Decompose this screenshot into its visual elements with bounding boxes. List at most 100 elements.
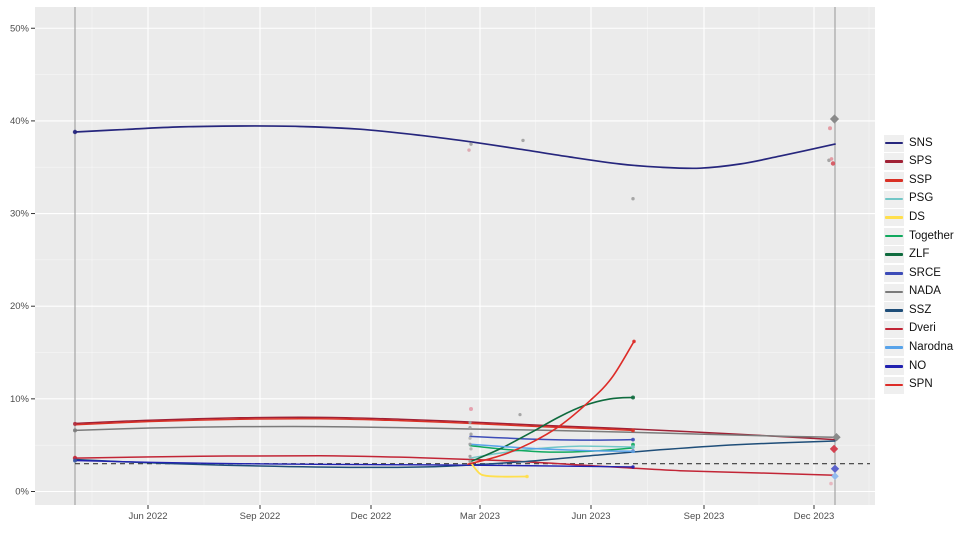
x-axis-label: Dec 2023 <box>794 511 835 522</box>
poll-point <box>521 138 525 143</box>
legend-line-swatch <box>885 234 903 238</box>
x-axis-label: Mar 2023 <box>460 511 500 522</box>
poll-point <box>469 142 473 146</box>
poll-point <box>829 157 834 161</box>
poll-point <box>468 459 472 463</box>
legend-entry-dveri: Dveri <box>884 320 954 339</box>
legend-line-swatch <box>885 290 903 294</box>
legend-label: SNS <box>909 136 933 149</box>
legend-label: ZLF <box>909 248 930 261</box>
chart-legend: SNS SPS SSP PSG DS Together ZLF SRCE NADA SSZ Dver… <box>884 134 954 394</box>
trend-line-srce <box>469 435 634 441</box>
legend-key-spn <box>884 376 904 394</box>
poll-point <box>631 428 635 433</box>
y-axis-label: 50% <box>10 23 30 34</box>
result-marker <box>830 464 840 473</box>
legend-entry-narodna: Narodna <box>884 339 954 358</box>
legend-label: SPS <box>909 155 933 168</box>
poll-point <box>72 129 78 135</box>
legend-line-swatch <box>885 160 903 163</box>
poll-point <box>73 428 77 433</box>
legend-line-swatch <box>885 141 903 145</box>
legend-line-swatch <box>885 309 903 312</box>
legend-label: NO <box>909 359 927 372</box>
trend-line-sns <box>74 125 836 170</box>
trend-line-zlf <box>469 396 634 463</box>
poll-point <box>468 454 472 458</box>
trend-line-narodna <box>469 443 634 452</box>
x-axis-label: Sep 2023 <box>684 511 725 522</box>
trend-line-no <box>74 459 634 468</box>
plot-background <box>35 7 875 505</box>
result-marker <box>832 433 841 442</box>
legend-label: SSZ <box>909 303 932 316</box>
result-marker <box>829 114 840 124</box>
legend-entry-spn: SPN <box>884 376 954 395</box>
trend-line-spn <box>467 340 635 465</box>
y-axis-label: 0% <box>15 487 29 498</box>
y-axis-label: 20% <box>10 301 30 312</box>
legend-label: Dveri <box>909 322 936 335</box>
trend-line-ds <box>469 460 528 478</box>
trend-line-ssp <box>74 417 634 432</box>
legend-label: PSG <box>909 192 934 205</box>
legend-line-swatch <box>885 253 903 256</box>
trend-line-dveri <box>74 454 836 477</box>
legend-key-nada <box>884 283 904 301</box>
legend-key-narodna <box>884 339 904 357</box>
poll-point <box>631 197 635 201</box>
legend-entry-sns: SNS <box>884 134 954 153</box>
legend-line-swatch <box>885 327 903 331</box>
poll-point <box>469 447 473 451</box>
poll-point <box>632 339 636 344</box>
poll-point <box>518 413 522 417</box>
legend-entry-srce: SRCE <box>884 264 954 283</box>
legend-key-ds <box>884 209 904 227</box>
x-axis-label: Jun 2022 <box>128 511 167 522</box>
legend-label: NADA <box>909 285 941 298</box>
legend-entry-ssp: SSP <box>884 171 954 190</box>
poll-point <box>829 481 833 486</box>
poll-point <box>631 437 635 442</box>
legend-label: DS <box>909 210 925 223</box>
poll-point <box>525 474 529 479</box>
legend-label: SPN <box>909 378 933 391</box>
legend-entry-nada: NADA <box>884 283 954 302</box>
legend-line-swatch <box>885 346 903 349</box>
legend-label: Narodna <box>909 341 954 354</box>
legend-line-swatch <box>885 197 903 201</box>
legend-key-together <box>884 227 904 245</box>
x-axis-label: Sep 2022 <box>240 511 281 522</box>
result-marker <box>829 444 839 454</box>
poll-point <box>468 420 472 425</box>
legend-entry-sps: SPS <box>884 153 954 172</box>
poll-point <box>830 161 836 166</box>
x-axis-label: Jun 2023 <box>571 511 610 522</box>
poll-point <box>631 465 635 469</box>
poll-point <box>631 395 635 400</box>
poll-point <box>469 407 473 411</box>
poll-point <box>469 432 473 436</box>
legend-entry-zlf: ZLF <box>884 246 954 265</box>
legend-line-swatch <box>885 178 903 182</box>
legend-key-zlf <box>884 246 904 264</box>
legend-key-dveri <box>884 320 904 338</box>
poll-point <box>828 126 832 131</box>
legend-line-swatch <box>885 271 903 275</box>
poll-point <box>73 421 77 426</box>
legend-entry-ds: DS <box>884 208 954 227</box>
legend-key-psg <box>884 190 904 208</box>
legend-key-srce <box>884 264 904 282</box>
legend-label: Together <box>909 229 954 242</box>
y-axis-label: 30% <box>10 209 30 220</box>
legend-line-swatch <box>885 216 903 219</box>
y-axis-label: 10% <box>10 394 30 405</box>
trend-line-ssz <box>74 440 836 469</box>
legend-line-swatch <box>885 383 903 387</box>
legend-key-ssz <box>884 302 904 320</box>
y-axis-label: 40% <box>10 116 30 127</box>
result-marker <box>831 472 839 480</box>
legend-entry-together: Together <box>884 227 954 246</box>
